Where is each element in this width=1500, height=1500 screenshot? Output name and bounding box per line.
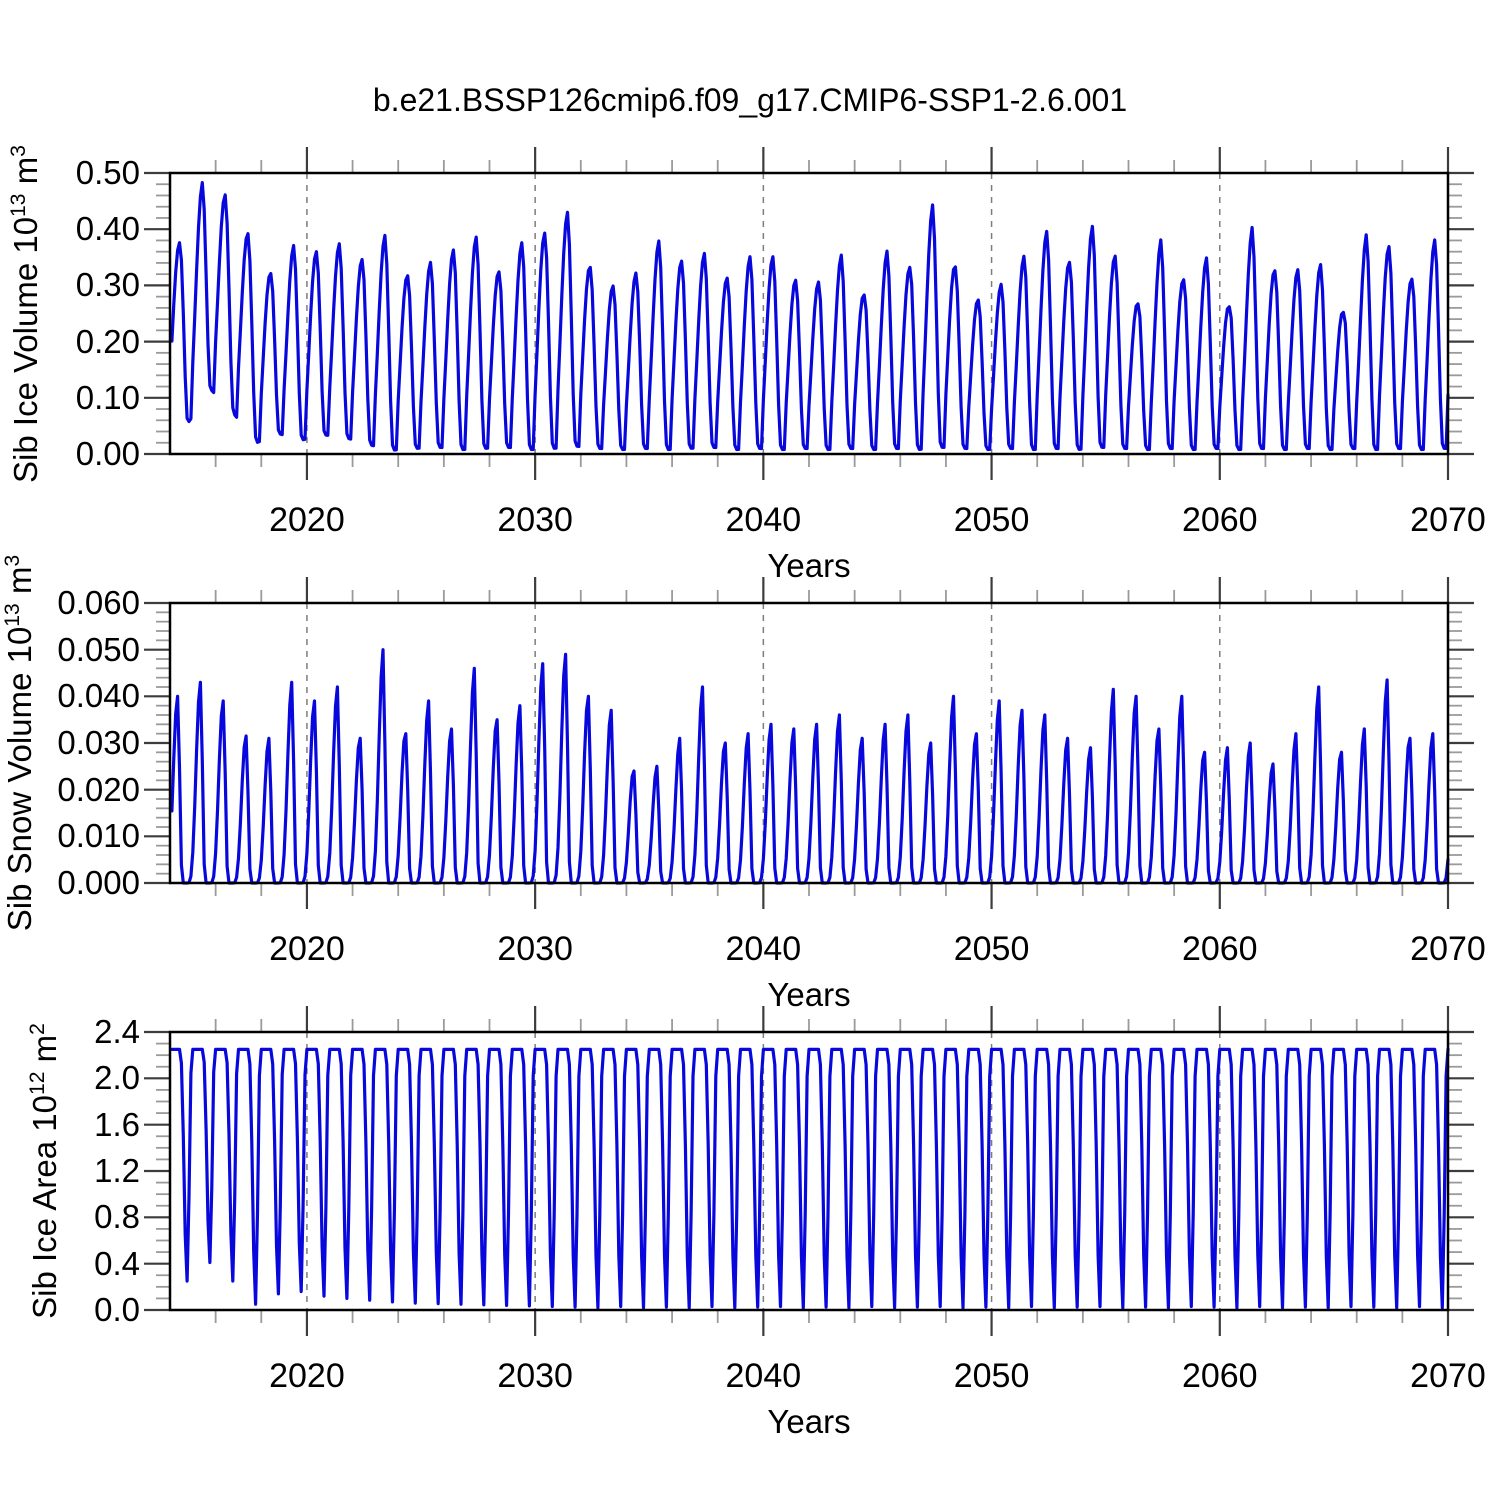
y-tick-label: 0.40 <box>75 210 140 248</box>
x-tick-label: 2030 <box>497 930 573 968</box>
x-tick-label: 2070 <box>1410 930 1486 968</box>
x-tick-label: 2050 <box>953 1357 1030 1395</box>
ice-volume-x-axis-label: Years <box>767 547 851 584</box>
y-tick-label: 0.040 <box>57 677 140 715</box>
snow-volume-x-axis-label: Years <box>767 976 851 1013</box>
y-tick-label: 0.50 <box>75 154 140 191</box>
y-tick-label: 2.4 <box>94 1013 140 1050</box>
y-tick-label: 1.2 <box>94 1152 140 1189</box>
x-tick-label: 2060 <box>1181 930 1258 968</box>
y-tick-label: 0.060 <box>57 584 140 621</box>
ice-volume-plot <box>144 147 1474 480</box>
y-tick-label: 0.4 <box>94 1244 140 1282</box>
y-tick-label: 0.10 <box>75 378 140 416</box>
x-tick-label: 2050 <box>953 501 1030 539</box>
sib-snow-volume-series-line <box>170 648 1450 885</box>
y-tick-label: 0.20 <box>75 322 140 360</box>
y-tick-label: 0.030 <box>57 724 140 761</box>
y-tick-label: 0.8 <box>94 1198 140 1236</box>
ice-volume-y-axis-label: Sib Ice Volume 1013 m3 <box>7 144 44 483</box>
figure-title: b.e21.BSSP126cmip6.f09_g17.CMIP6-SSP1-2.… <box>372 82 1128 118</box>
x-tick-label: 2050 <box>953 930 1030 968</box>
y-tick-label: 0.00 <box>75 435 140 472</box>
snow-volume-plot <box>144 577 1474 909</box>
y-tick-label: 0.0 <box>94 1291 140 1328</box>
x-tick-label: 2020 <box>269 930 345 968</box>
y-tick-label: 0.050 <box>57 630 140 668</box>
y-tick-label: 0.020 <box>57 770 140 808</box>
x-tick-label: 2070 <box>1410 501 1486 539</box>
x-tick-label: 2070 <box>1410 1357 1486 1395</box>
ice-area-x-axis-label: Years <box>767 1403 851 1440</box>
sib-ice-volume-series-line <box>170 181 1450 452</box>
y-tick-label: 0.000 <box>57 864 140 901</box>
x-tick-label: 2060 <box>1181 1357 1258 1395</box>
x-tick-label: 2040 <box>725 1357 802 1395</box>
y-tick-label: 0.010 <box>57 817 140 855</box>
x-tick-label: 2020 <box>269 501 345 539</box>
x-tick-label: 2030 <box>497 501 573 539</box>
x-tick-label: 2040 <box>725 930 802 968</box>
x-tick-label: 2040 <box>725 501 802 539</box>
ice-area-plot <box>144 1006 1474 1336</box>
sib-ice-area-series-line <box>170 1047 1450 1310</box>
y-tick-label: 0.30 <box>75 266 140 304</box>
x-tick-label: 2020 <box>269 1357 345 1395</box>
y-tick-label: 2.0 <box>94 1059 140 1097</box>
x-tick-label: 2030 <box>497 1357 573 1395</box>
x-tick-label: 2060 <box>1181 501 1258 539</box>
y-tick-label: 1.6 <box>94 1105 140 1143</box>
